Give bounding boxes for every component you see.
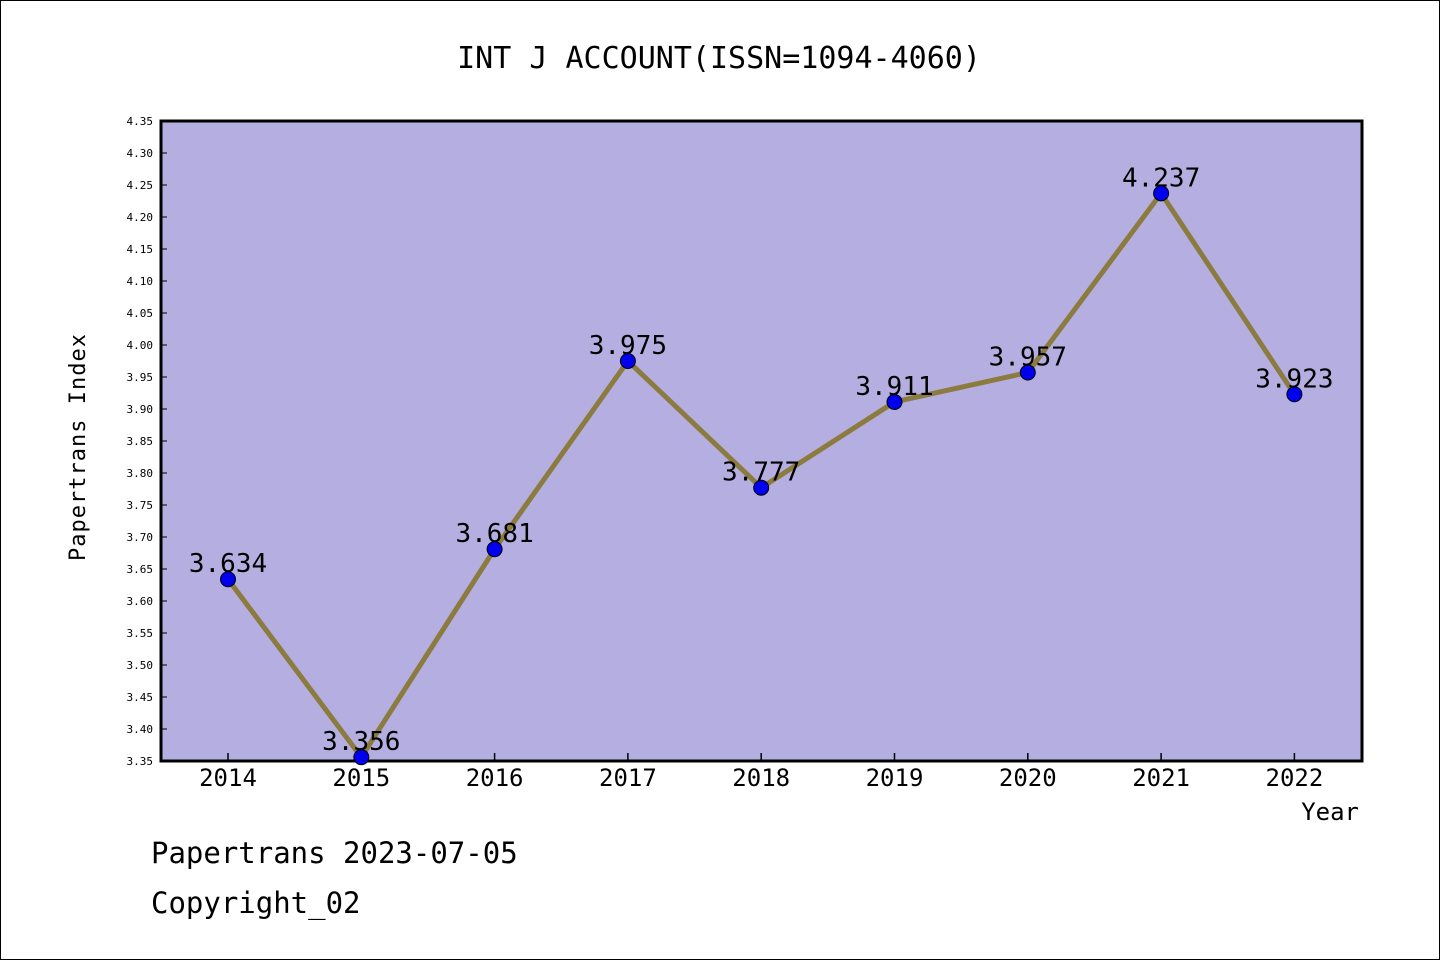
data-label: 3.681 xyxy=(455,519,533,549)
y-tick-label: 3.70 xyxy=(127,531,154,544)
x-tick-label: 2020 xyxy=(999,764,1057,792)
footer-copyright: Copyright_02 xyxy=(151,886,361,920)
data-label: 3.777 xyxy=(722,458,800,488)
x-tick-label: 2018 xyxy=(732,764,790,792)
data-point xyxy=(1019,364,1036,381)
y-tick-label: 3.85 xyxy=(127,435,154,448)
data-labels-group: 3.634 3.356 3.681 3.975 3.777 3.911 3.957 4.237… xyxy=(189,163,1334,757)
x-axis-label: Year xyxy=(1301,798,1359,826)
x-tick-label: 2019 xyxy=(866,764,924,792)
y-tick-label: 4.20 xyxy=(127,211,154,224)
footer-date: Papertrans 2023-07-05 xyxy=(151,836,518,870)
y-tick-label: 3.60 xyxy=(127,595,154,608)
data-label: 4.237 xyxy=(1122,163,1200,193)
data-label: 3.957 xyxy=(989,343,1067,373)
data-point xyxy=(753,479,770,496)
x-tick-label: 2021 xyxy=(1132,764,1190,792)
y-tick-label: 4.00 xyxy=(127,339,154,352)
data-label: 3.975 xyxy=(589,331,667,361)
y-axis-label: Papertrans Index xyxy=(66,333,91,561)
data-point xyxy=(353,749,370,766)
x-tick-label: 2014 xyxy=(199,764,257,792)
series-line-group xyxy=(220,185,1303,766)
y-tick-label: 3.90 xyxy=(127,403,154,416)
y-tick-label: 3.80 xyxy=(127,467,154,480)
data-point xyxy=(220,571,236,588)
y-tick-label: 4.35 xyxy=(127,115,154,128)
data-point xyxy=(1153,185,1170,202)
data-point xyxy=(1286,386,1303,403)
plot-area xyxy=(159,119,1364,763)
x-tick-label: 2016 xyxy=(466,764,524,792)
x-tick-label: 2015 xyxy=(332,764,390,792)
y-tick-label: 3.35 xyxy=(127,755,154,768)
y-tick-label: 4.05 xyxy=(127,307,154,320)
y-tick-label: 4.15 xyxy=(127,243,154,256)
y-axis: 3.35 3.40 3.45 3.50 3.55 3.60 3.65 3.70 3.75 3.80… xyxy=(127,115,167,768)
data-label: 3.923 xyxy=(1255,364,1333,394)
data-label: 3.911 xyxy=(855,372,933,402)
x-axis: 2014 2015 2016 2017 2018 2019 2020 2021 2022 xyxy=(199,753,1323,792)
y-tick-label: 4.10 xyxy=(127,275,154,288)
data-point xyxy=(486,541,503,558)
data-label: 3.356 xyxy=(322,727,400,757)
y-tick-label: 3.55 xyxy=(127,627,154,640)
data-point xyxy=(619,353,636,369)
x-tick-label: 2017 xyxy=(599,764,657,792)
y-tick-label: 3.65 xyxy=(127,563,154,576)
data-point xyxy=(886,393,903,410)
y-tick-label: 4.25 xyxy=(127,179,154,192)
y-tick-label: 3.50 xyxy=(127,659,154,672)
y-tick-label: 3.40 xyxy=(127,723,154,736)
y-tick-label: 3.75 xyxy=(127,499,154,512)
y-tick-label: 3.95 xyxy=(127,371,154,384)
y-tick-label: 4.30 xyxy=(127,147,154,160)
x-tick-label: 2022 xyxy=(1266,764,1324,792)
data-label: 3.634 xyxy=(189,549,267,579)
y-tick-label: 3.45 xyxy=(127,691,154,704)
chart-title: INT J ACCOUNT(ISSN=1094-4060) xyxy=(457,41,981,76)
